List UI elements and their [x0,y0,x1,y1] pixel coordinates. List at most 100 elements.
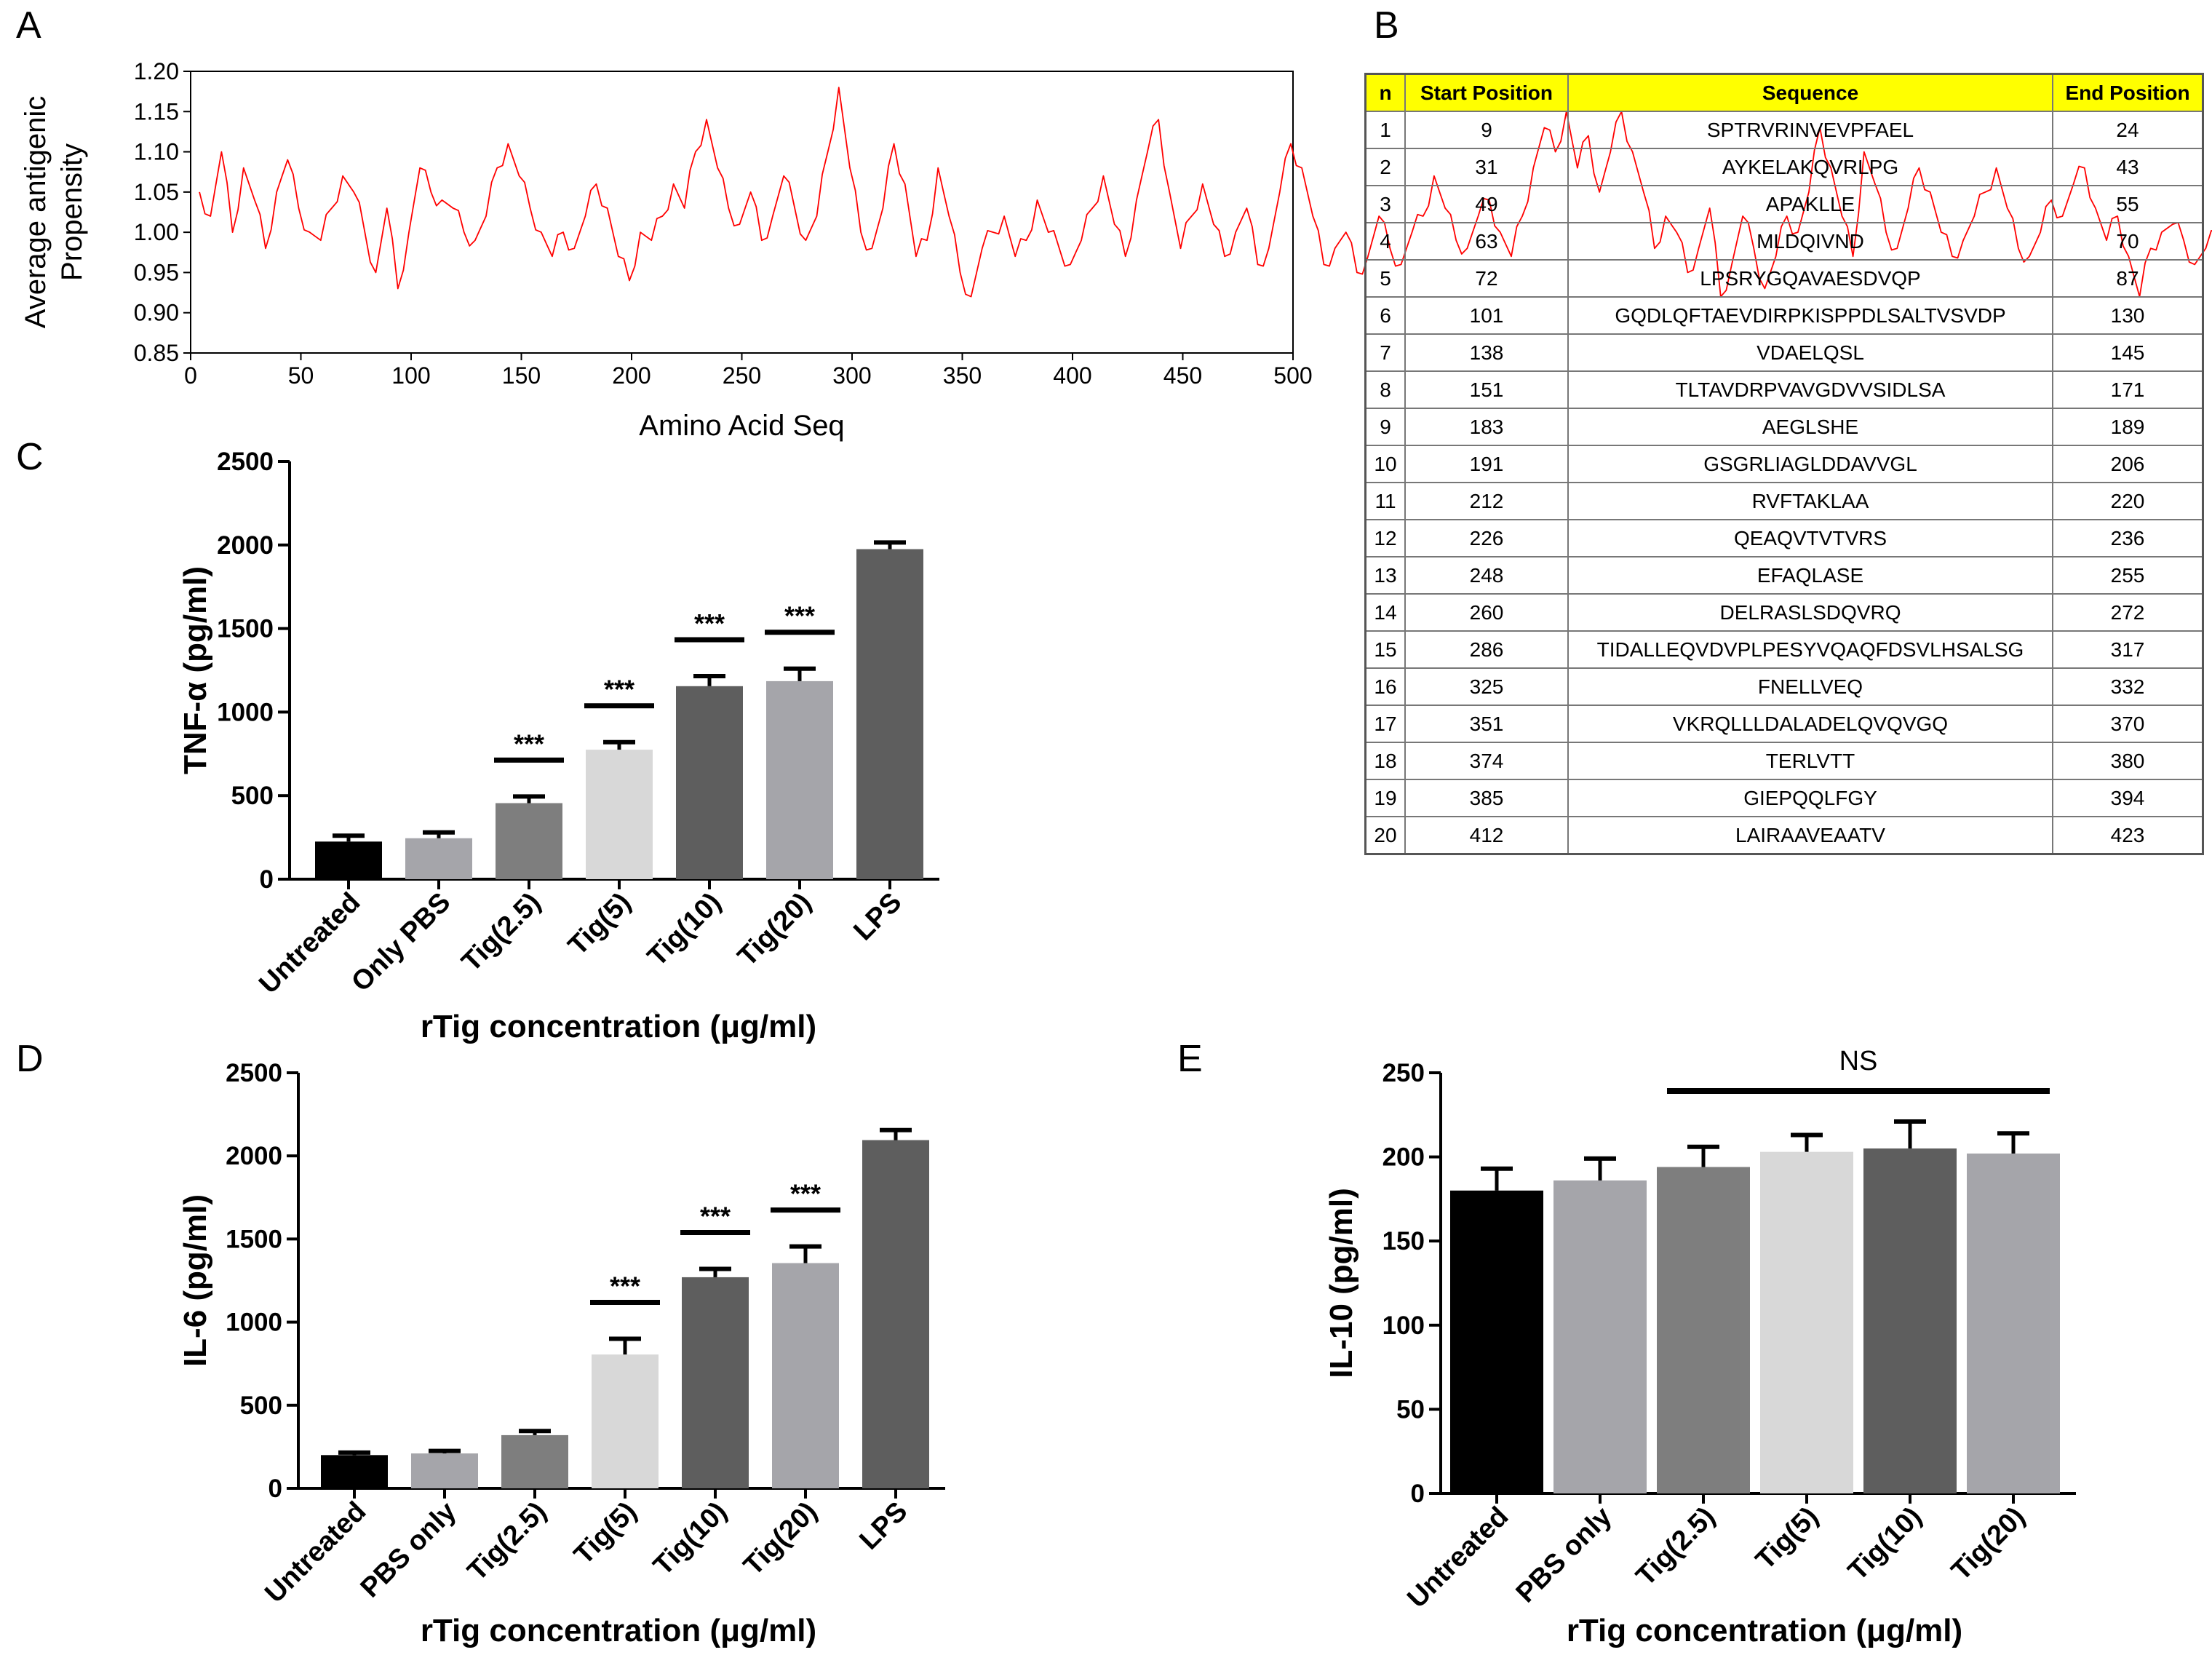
cell-start-position: 138 [1404,333,1569,372]
y-tick-label: 1.10 [134,139,179,165]
cell-sequence: DELRASLSDQVRQ [1567,593,2053,632]
cell-end-position: 24 [2052,111,2204,149]
cell-end-position: 332 [2052,667,2204,706]
cell-start-position: 412 [1404,816,1569,855]
y-tick-label: 0.85 [134,340,179,366]
y-tick-label: 2500 [217,448,274,476]
category-label: Untreated [259,1496,372,1609]
bar [405,838,472,879]
header-start-position: Start Position [1404,73,1569,112]
y-tick-label: 2500 [226,1059,282,1087]
significance-label: *** [790,1179,821,1209]
cell-sequence: GSGRLIAGLDDAVVGL [1567,445,2053,483]
table-row: 2 31 AYKELAKQVRLPG 43 [1364,148,2204,186]
cell-start-position: 9 [1404,111,1569,149]
cell-n: 5 [1364,259,1406,298]
cell-end-position: 220 [2052,482,2204,520]
y-tick-label: 500 [231,782,274,810]
category-label: Tig(20) [1946,1501,2031,1587]
bar [1553,1180,1647,1493]
ns-label: NS [1839,1046,1878,1076]
category-label: Tig(20) [738,1496,823,1581]
bar [862,1140,929,1488]
cell-start-position: 286 [1404,630,1569,669]
y-tick-label: 2000 [226,1142,282,1170]
bar [772,1263,839,1488]
cell-n: 9 [1364,408,1406,446]
cell-end-position: 171 [2052,370,2204,409]
bar [586,750,653,879]
cell-start-position: 101 [1404,296,1569,335]
cell-sequence: EFAQLASE [1567,556,2053,595]
category-label: Tig(20) [732,887,817,972]
cell-end-position: 43 [2052,148,2204,186]
category-label: PBS only [1511,1501,1618,1609]
y-tick-label: 1.05 [134,179,179,205]
table-row: 11 212 RVFTAKLAA 220 [1364,482,2204,520]
cell-sequence: RVFTAKLAA [1567,482,2053,520]
cell-sequence: SPTRVRINVEVPFAEL [1567,111,2053,149]
table-row: 1 9 SPTRVRINVEVPFAEL 24 [1364,111,2204,149]
cell-sequence: VDAELQSL [1567,333,2053,372]
table-row: 16 325 FNELLVEQ 332 [1364,667,2204,706]
category-label: Tig(10) [1842,1501,1927,1587]
x-axis-title: rTig concentration (μg/ml) [421,1613,816,1648]
bar [682,1277,749,1488]
cell-sequence: VKRQLLLDALADELQVQVGQ [1567,705,2053,743]
y-axis-title-line2: Propensity [56,143,88,281]
panel-label-e: E [1177,1038,1203,1080]
cell-sequence: AYKELAKQVRLPG [1567,148,2053,186]
cell-end-position: 423 [2052,816,2204,855]
cell-sequence: LPSRYGQAVAESDVQP [1567,259,2053,298]
y-tick-label: 200 [1382,1143,1425,1172]
cell-start-position: 226 [1404,519,1569,557]
cell-start-position: 385 [1404,779,1569,817]
table-row: 10 191 GSGRLIAGLDDAVVGL 206 [1364,445,2204,483]
bar [766,680,833,879]
y-tick-label: 1.20 [134,58,179,84]
bar [411,1453,478,1488]
cell-sequence: LAIRAAVEAATV [1567,816,2053,855]
cell-n: 4 [1364,222,1406,261]
cell-n: 6 [1364,296,1406,335]
bar [1657,1167,1750,1493]
table-row: 20 412 LAIRAAVEAATV 423 [1364,816,2204,855]
bar [1760,1151,1853,1493]
table-row: 7 138 VDAELQSL 145 [1364,333,2204,372]
table-row: 12 226 QEAQVTVTVRS 236 [1364,519,2204,557]
x-tick-label: 200 [612,362,651,389]
y-tick-label: 100 [1382,1311,1425,1340]
cell-n: 10 [1364,445,1406,483]
category-label: Tig(2.5) [462,1496,553,1587]
y-tick-label: 150 [1382,1227,1425,1255]
bar [315,841,382,879]
cell-n: 7 [1364,333,1406,372]
cell-start-position: 248 [1404,556,1569,595]
header-n: n [1364,73,1406,112]
x-tick-label: 100 [391,362,430,389]
table-header-row: n Start Position Sequence End Position [1364,73,2204,112]
y-tick-label: 0.95 [134,259,179,285]
cell-start-position: 191 [1404,445,1569,483]
category-label: Only PBS [346,887,456,998]
x-axis-title: rTig concentration (μg/ml) [1567,1613,1962,1648]
y-tick-label: 0 [268,1475,282,1503]
cell-n: 11 [1364,482,1406,520]
significance-label: *** [784,601,815,631]
bar [856,549,923,879]
cell-sequence: FNELLVEQ [1567,667,2053,706]
cell-sequence: MLDQIVND [1567,222,2053,261]
chart-a-antigenic-propensity: 0.850.900.951.001.051.101.151.200 50 100 15… [20,58,2212,442]
bar [321,1455,388,1488]
table-row: 8 151 TLTAVDRPVAVGDVVSIDLSA 171 [1364,370,2204,409]
cell-sequence: TERLVTT [1567,742,2053,780]
y-tick-label: 0.90 [134,300,179,326]
cell-n: 20 [1364,816,1406,855]
significance-label: *** [700,1202,731,1231]
cell-start-position: 31 [1404,148,1569,186]
x-tick-label: 350 [943,362,982,389]
cell-end-position: 189 [2052,408,2204,446]
cell-n: 15 [1364,630,1406,669]
